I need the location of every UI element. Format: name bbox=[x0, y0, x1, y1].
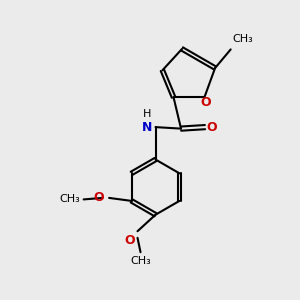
Text: H: H bbox=[143, 109, 151, 119]
Text: N: N bbox=[142, 121, 152, 134]
Text: O: O bbox=[93, 191, 104, 204]
Text: CH₃: CH₃ bbox=[130, 256, 151, 266]
Text: CH₃: CH₃ bbox=[232, 34, 253, 44]
Text: CH₃: CH₃ bbox=[60, 194, 81, 204]
Text: O: O bbox=[124, 234, 134, 247]
Text: O: O bbox=[206, 121, 217, 134]
Text: O: O bbox=[201, 96, 211, 109]
